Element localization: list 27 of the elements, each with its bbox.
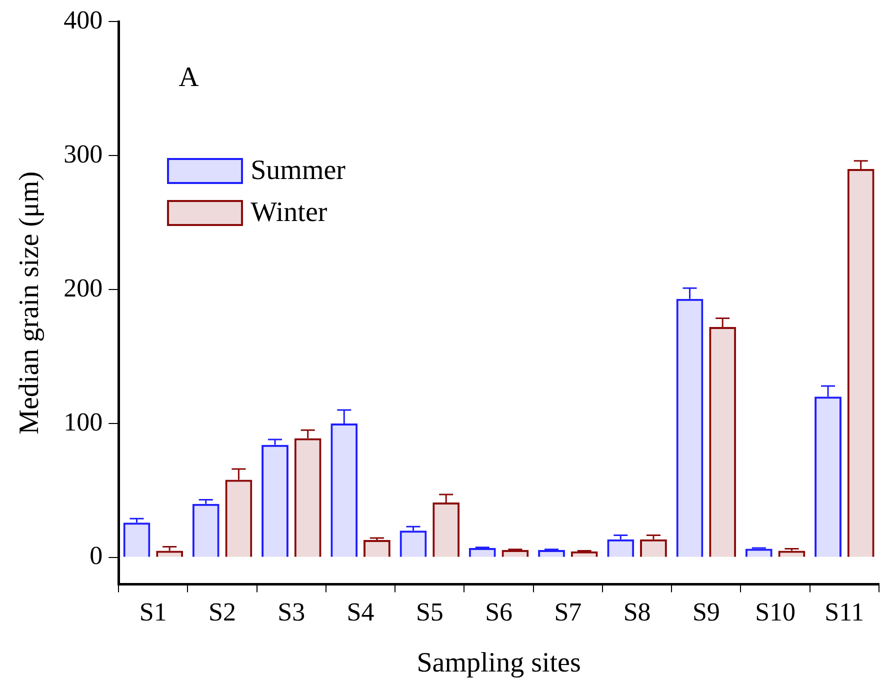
y-tick-label: 400 — [64, 5, 103, 34]
x-tick-label: S5 — [416, 598, 444, 627]
y-tick-label: 100 — [64, 407, 103, 436]
y-tick-label: 300 — [64, 139, 103, 168]
bar — [502, 550, 529, 557]
x-axis-title: Sampling sites — [416, 648, 581, 679]
y-tick-label: 200 — [64, 273, 103, 302]
bar — [778, 550, 806, 557]
x-tick-label: S2 — [208, 598, 236, 627]
x-tick-label: S1 — [139, 598, 167, 627]
bar — [538, 550, 565, 557]
legend-label: Summer — [250, 154, 346, 187]
bar — [364, 540, 390, 557]
x-tick-label: S4 — [346, 598, 374, 627]
annotation: A — [178, 62, 200, 93]
x-tick-label: S7 — [554, 598, 582, 627]
bar — [468, 548, 496, 557]
y-tick-label: 0 — [90, 541, 103, 570]
x-tick-label: S11 — [824, 598, 864, 627]
bar — [745, 548, 772, 557]
y-axis-title: Median grain size (μm) — [14, 171, 46, 434]
x-tick-label: S8 — [623, 598, 651, 627]
x-tick-label: S10 — [755, 598, 796, 627]
x-tick-label: S9 — [692, 598, 720, 627]
x-tick-label: S6 — [485, 598, 513, 627]
x-tick-label: S3 — [278, 598, 306, 627]
legend-label: Winter — [250, 196, 328, 229]
